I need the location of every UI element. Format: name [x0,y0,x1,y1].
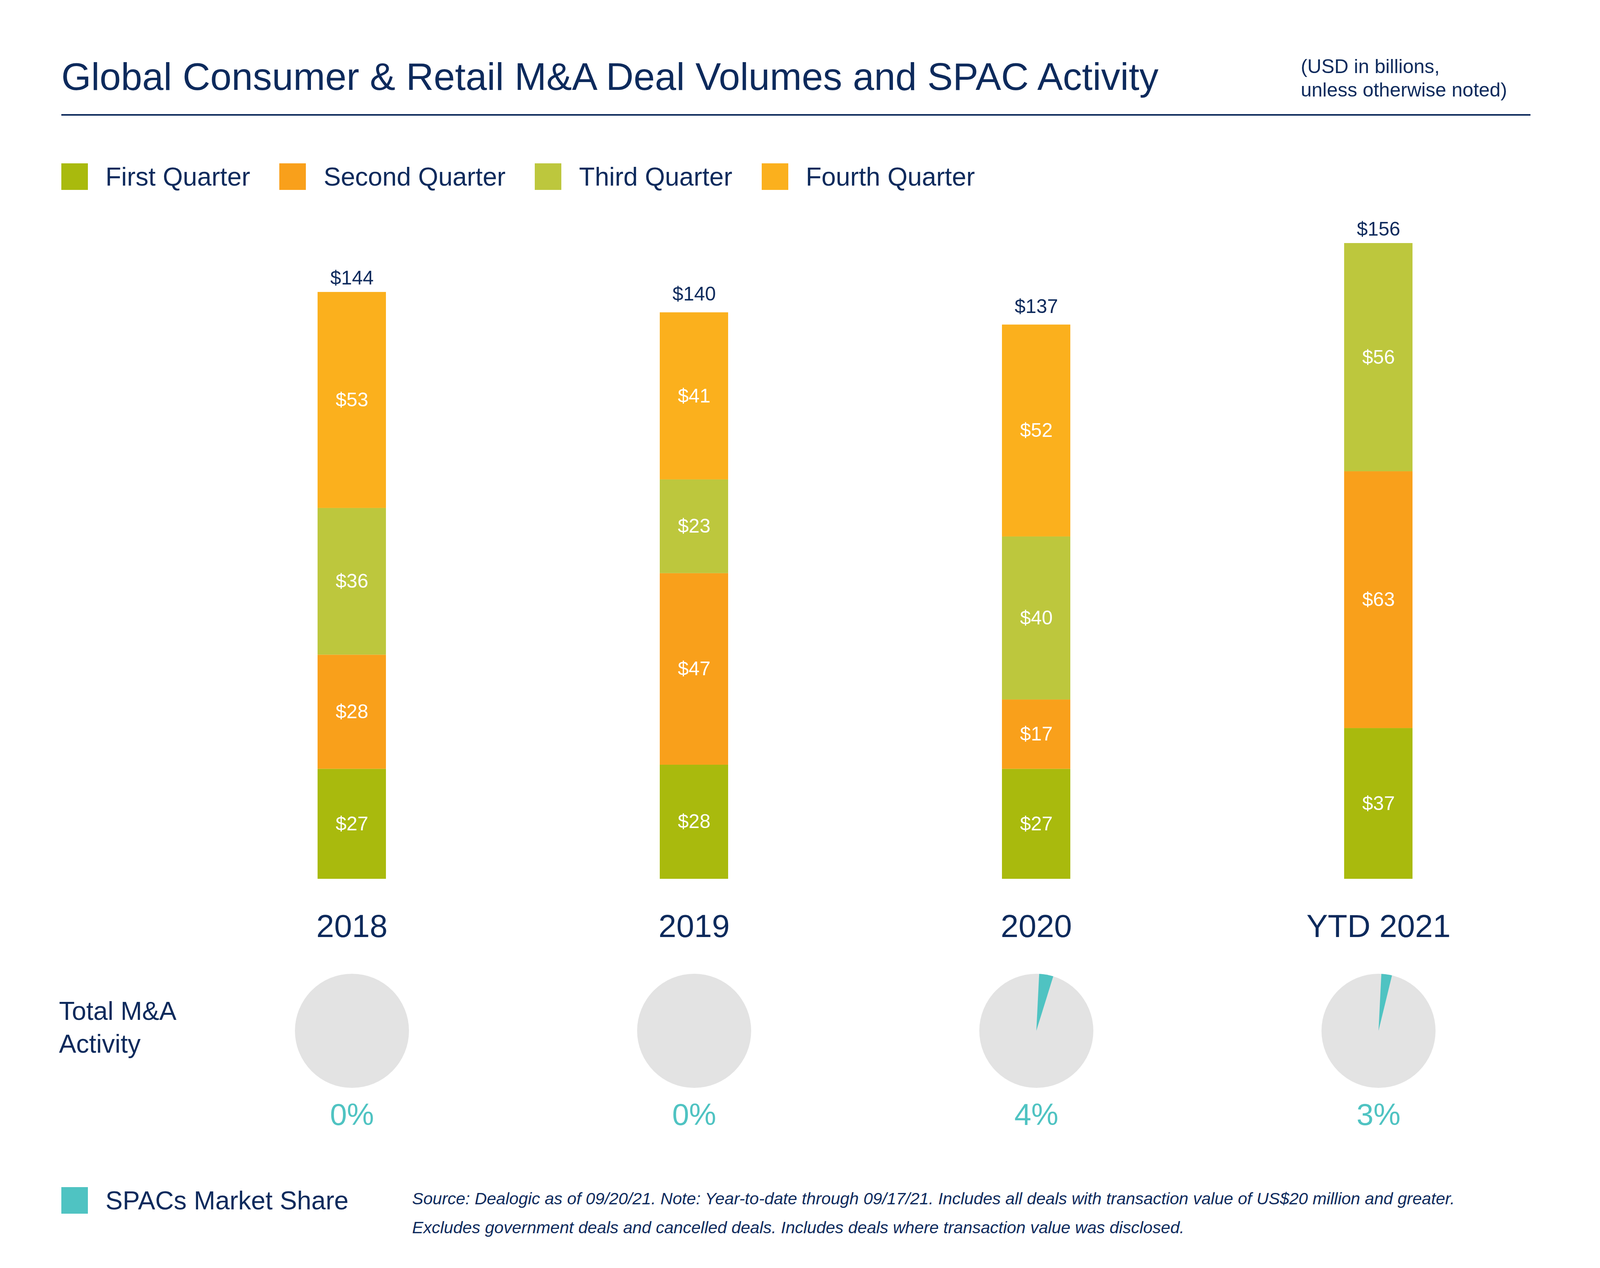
svg-text:$41: $41 [677,384,711,407]
svg-text:$28: $28 [677,810,711,833]
svg-text:$37: $37 [1362,792,1395,815]
html-text:Third Quarter: Third Quarter [579,162,733,192]
svg-text:$47: $47 [677,657,711,680]
svg-text:$63: $63 [1362,588,1395,611]
svg-text:0%: 0% [672,1096,717,1132]
svg-text:$56: $56 [1362,346,1395,368]
svg-text:4%: 4% [1014,1096,1059,1132]
svg-text:0%: 0% [330,1096,375,1132]
html-text:First Quarter: First Quarter [105,162,251,192]
svg-text:$140: $140 [672,282,716,305]
svg-text:$52: $52 [1019,419,1053,442]
svg-text:YTD 2021: YTD 2021 [1306,907,1451,944]
svg-text:$36: $36 [335,569,368,592]
html-text:Fourth Quarter: Fourth Quarter [805,162,975,192]
svg-text:$53: $53 [335,388,368,411]
svg-text:$17: $17 [1019,722,1053,745]
svg-text:$23: $23 [677,514,711,537]
html-text:Total M&A Activity: Total M&A Activity [58,996,176,1058]
html-text:Global Consumer & Retail M&A D: Global Consumer & Retail M&A Deal Volume… [61,55,1159,99]
svg-text:2018: 2018 [316,907,388,944]
svg-text:$40: $40 [1019,606,1053,629]
html-text:(USD in billions,: (USD in billions, [1300,55,1440,78]
svg-text:3%: 3% [1356,1096,1401,1132]
html-text:Source: Dealogic as of 09/20/2: Source: Dealogic as of 09/20/21. Note: Y… [412,1188,1455,1237]
svg-text:$137: $137 [1014,295,1058,318]
svg-text:$27: $27 [335,812,368,835]
svg-text:$156: $156 [1356,217,1400,240]
html-text:unless otherwise noted): unless otherwise noted) [1300,78,1508,101]
html-text:SPACs Market Share: SPACs Market Share [105,1185,349,1215]
svg-text:$144: $144 [330,266,374,289]
html-text:Second Quarter: Second Quarter [323,162,506,192]
svg-text:2019: 2019 [658,907,730,944]
svg-text:2020: 2020 [1000,907,1072,944]
svg-text:$27: $27 [1019,812,1053,835]
svg-text:$28: $28 [335,700,368,723]
